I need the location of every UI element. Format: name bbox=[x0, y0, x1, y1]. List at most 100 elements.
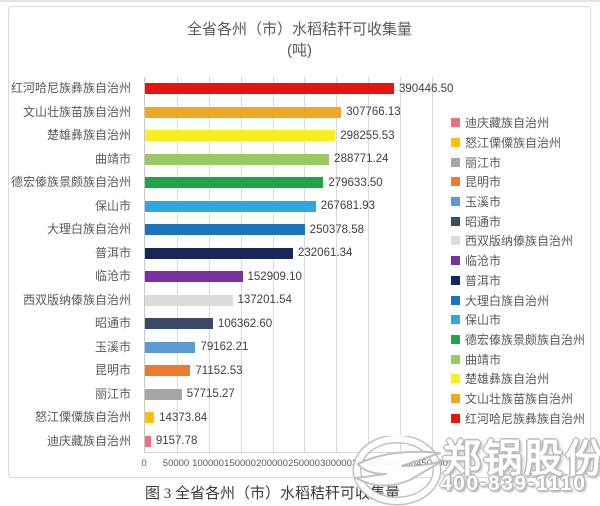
bar-row: 390446.50 bbox=[145, 77, 453, 101]
bar-row: 250378.58 bbox=[145, 218, 432, 242]
legend-label: 昭通市 bbox=[465, 214, 502, 229]
bar bbox=[145, 130, 336, 142]
x-axis-tick-labels: 0 50000 100000 150000 200000 250000 300000 3500… bbox=[141, 458, 448, 470]
x-axis-tick-label: 50000 bbox=[162, 458, 190, 469]
gridline bbox=[176, 77, 178, 452]
plot-area: 390446.50 307766.13 298255.53 288771.24 2796… bbox=[144, 77, 453, 454]
bar-row: 307766.13 bbox=[145, 101, 432, 125]
legend-item: 德宏傣族景颇族自治州 bbox=[451, 330, 591, 350]
legend-swatch bbox=[451, 177, 460, 187]
legend-label: 普洱市 bbox=[465, 273, 502, 288]
category-label: 迪庆藏族自治州 bbox=[46, 433, 131, 448]
gridline bbox=[304, 77, 306, 452]
chart-title: 全省各州（市）水稻秸秆可收集量 (吨) bbox=[9, 19, 590, 61]
bar-value-label: 288771.24 bbox=[334, 153, 389, 166]
legend-item: 保山市 bbox=[451, 310, 591, 330]
gridline bbox=[400, 77, 402, 452]
bar bbox=[145, 318, 213, 330]
legend-swatch bbox=[451, 118, 460, 128]
legend-label: 楚雄彝族自治州 bbox=[465, 372, 550, 387]
category-label: 临沧市 bbox=[94, 269, 131, 283]
bar-value-label: 250378.58 bbox=[309, 223, 365, 236]
chart-title-unit: (吨) bbox=[287, 42, 312, 59]
bar-value-label: 79162.21 bbox=[200, 341, 249, 354]
bar-chart: 全省各州（市）水稻秸秆可收集量 (吨) 红河哈尼族彝族自治州 文山壮族苗族自治州楚… bbox=[8, 6, 591, 478]
gridline bbox=[432, 77, 433, 452]
category-label: 玉溪市 bbox=[94, 339, 131, 354]
legend-item: 怒江傈僳族自治州 bbox=[451, 133, 591, 153]
category-label: 保山市 bbox=[94, 198, 131, 213]
legend-label: 丽江市 bbox=[465, 155, 502, 170]
bar-row: 288771.24 bbox=[145, 148, 432, 172]
legend-label: 迪庆藏族自治州 bbox=[465, 116, 550, 131]
category-label: 楚雄彝族自治州 bbox=[46, 128, 131, 142]
bar-row: 14373.84 bbox=[145, 406, 432, 430]
bar-row: 79162.21 bbox=[145, 336, 432, 360]
legend-label: 玉溪市 bbox=[465, 195, 502, 210]
x-axis-tick-label: 300000 bbox=[320, 458, 352, 469]
bar-rows: 390446.50 307766.13 298255.53 288771.24 2796… bbox=[145, 77, 453, 454]
legend-label: 文山壮族苗族自治州 bbox=[465, 391, 574, 406]
x-axis-tick-label: 100000 bbox=[192, 458, 224, 469]
x-axis-tick-label: 200000 bbox=[256, 458, 288, 469]
legend-item: 临沧市 bbox=[451, 251, 591, 271]
bar bbox=[145, 224, 305, 236]
legend-swatch bbox=[451, 216, 460, 226]
chart-title-line1: 全省各州（市）水稻秸秆可收集量 bbox=[186, 21, 412, 38]
bar bbox=[145, 412, 155, 424]
bar bbox=[145, 294, 233, 306]
category-label: 西双版纳傣族自治州 bbox=[22, 292, 131, 307]
legend-label: 临沧市 bbox=[465, 254, 502, 269]
bar-value-label: 137201.54 bbox=[237, 294, 292, 307]
gridline bbox=[368, 77, 370, 452]
legend-item: 大理白族自治州 bbox=[451, 290, 591, 310]
x-axis-tick-label: 400000 bbox=[384, 458, 416, 469]
bar-row: 267681.93 bbox=[145, 195, 432, 219]
category-label: 昆明市 bbox=[94, 363, 131, 377]
bar-value-label: 267681.93 bbox=[320, 200, 376, 213]
gridline bbox=[336, 77, 338, 452]
bar-value-label: 14373.84 bbox=[159, 411, 208, 424]
bar-value-label: 279633.50 bbox=[328, 176, 383, 189]
bar-row: 9157.78 bbox=[145, 430, 432, 454]
legend-swatch bbox=[451, 315, 460, 325]
bar bbox=[145, 435, 151, 447]
bar-row: 152909.10 bbox=[145, 265, 432, 289]
legend-item: 红河哈尼族彝族自治州 bbox=[451, 408, 591, 428]
x-axis-tick-label: 150000 bbox=[224, 458, 256, 469]
legend-swatch bbox=[451, 393, 460, 403]
category-axis-labels: 红河哈尼族彝族自治州 文山壮族苗族自治州 楚雄彝族自治州 曲靖市 德宏傣族景颇族自治州保… bbox=[9, 77, 139, 453]
x-axis-tick-label: 450000 bbox=[416, 458, 448, 469]
bar-value-label: 9157.78 bbox=[155, 435, 198, 448]
page-top-divider bbox=[0, 0, 600, 2]
bar bbox=[145, 177, 324, 189]
category-label: 红河哈尼族彝族自治州 bbox=[10, 81, 131, 95]
legend-item: 普洱市 bbox=[451, 271, 591, 291]
bar bbox=[145, 153, 330, 165]
category-label: 丽江市 bbox=[94, 386, 131, 401]
bar-row: 137201.54 bbox=[145, 289, 432, 313]
category-label: 大理白族自治州 bbox=[46, 222, 131, 236]
legend-item: 丽江市 bbox=[451, 152, 591, 172]
legend-item: 西双版纳傣族自治州 bbox=[451, 231, 591, 251]
legend-swatch bbox=[451, 334, 460, 344]
bar bbox=[145, 271, 243, 283]
legend-swatch bbox=[451, 138, 460, 148]
bar bbox=[145, 83, 395, 95]
legend-swatch bbox=[451, 197, 460, 207]
legend-item: 昭通市 bbox=[451, 211, 591, 231]
bar-value-label: 106362.60 bbox=[217, 317, 273, 330]
bar bbox=[145, 200, 316, 212]
category-label: 昭通市 bbox=[94, 316, 131, 330]
legend-label: 保山市 bbox=[465, 313, 502, 328]
legend-item: 昆明市 bbox=[451, 172, 591, 192]
bar bbox=[145, 106, 342, 118]
bar-value-label: 152909.10 bbox=[247, 270, 302, 283]
bar-value-label: 71152.53 bbox=[195, 364, 243, 377]
bar-row: 232061.34 bbox=[145, 242, 432, 266]
legend-label: 德宏傣族景颇族自治州 bbox=[465, 332, 586, 347]
bar-row: 298255.53 bbox=[145, 124, 432, 148]
bar-value-label: 307766.13 bbox=[346, 106, 401, 119]
category-label: 普洱市 bbox=[94, 245, 131, 260]
legend-swatch bbox=[451, 236, 460, 246]
